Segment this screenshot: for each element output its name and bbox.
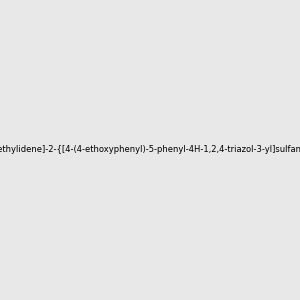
Text: N'-[(E)-9-anthrylmethylidene]-2-{[4-(4-ethoxyphenyl)-5-phenyl-4H-1,2,4-triazol-3: N'-[(E)-9-anthrylmethylidene]-2-{[4-(4-e… (0, 146, 300, 154)
